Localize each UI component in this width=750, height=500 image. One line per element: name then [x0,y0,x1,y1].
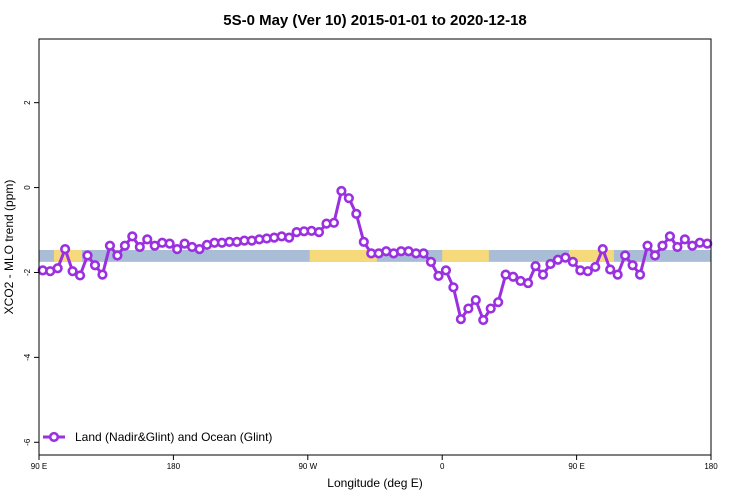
data-point [74,270,86,281]
data-point [545,258,556,270]
x-tick-label: 90 E [31,462,47,471]
land-band-segment [309,249,377,262]
data-point [104,240,116,251]
x-tick-label: 90 E [568,462,584,471]
y-tick-label: -2 [23,268,32,276]
data-point [470,294,481,306]
x-tick-label: 0 [440,462,445,471]
data-point [336,185,347,197]
x-tick-label: 180 [167,462,181,471]
plot-frame [38,38,712,456]
data-point [60,244,71,255]
data-point [649,250,661,261]
data-point [672,241,683,253]
data-point [582,266,593,277]
data-point [642,240,653,251]
data-point [134,241,145,253]
x-tick-label: 180 [704,462,718,471]
data-point [530,261,541,272]
series-layer [37,185,713,326]
land-band-segment [442,249,489,262]
data-point [634,269,646,280]
data-point [112,250,123,261]
land-band-segment [569,249,614,262]
data-point [425,256,437,267]
data-point [590,261,601,273]
data-point [89,260,101,271]
data-point [657,240,668,251]
x-tick-label: 90 W [298,462,317,471]
data-point [82,250,93,261]
y-axis: 2 0 -2 -4 -6 [23,100,39,446]
data-point [612,269,623,280]
chart-title: 5S-0 May (Ver 10) 2015-01-01 to 2020-12-… [223,12,527,29]
data-point [620,250,631,261]
data-point [679,234,690,245]
x-axis: 90 E 180 90 W 0 90 E 180 [31,455,718,471]
y-tick-label: -6 [23,438,32,446]
data-point [605,264,616,275]
data-point [343,193,354,204]
data-point [358,236,369,248]
data-point [52,263,63,274]
data-point [67,266,78,277]
legend-marker [48,431,60,443]
x-axis-label: Longitude (deg E) [327,476,422,490]
data-point [485,303,496,314]
y-axis-label: XCO2 - MLO trend (ppm) [2,180,16,315]
data-point [448,282,459,293]
data-point [702,238,713,249]
data-point [351,208,362,219]
data-point [493,297,504,308]
data-point [284,232,295,243]
data-point [127,231,138,242]
data-point [508,271,519,282]
data-point [119,240,130,251]
y-tick-label: 0 [23,185,32,190]
data-point [567,256,578,267]
data-point [328,217,340,228]
data-point [313,227,325,238]
data-point [627,260,638,271]
data-point [142,234,153,245]
data-point [172,244,183,255]
legend-label: Land (Nadir&Glint) and Ocean (Glint) [75,430,272,444]
data-point [664,231,676,242]
data-point [97,269,108,280]
data-point [537,269,549,280]
data-point [433,270,444,281]
data-point [463,303,474,314]
data-point [478,314,489,326]
data-point [455,314,466,325]
data-point [522,277,534,289]
data-point [560,252,571,263]
legend: Land (Nadir&Glint) and Ocean (Glint) [43,430,272,444]
data-point [440,265,452,276]
y-tick-label: 2 [23,100,32,105]
data-point [418,248,429,259]
data-point [597,244,608,255]
data-point [194,244,205,255]
data-point [164,238,175,249]
y-tick-label: -4 [23,353,32,361]
